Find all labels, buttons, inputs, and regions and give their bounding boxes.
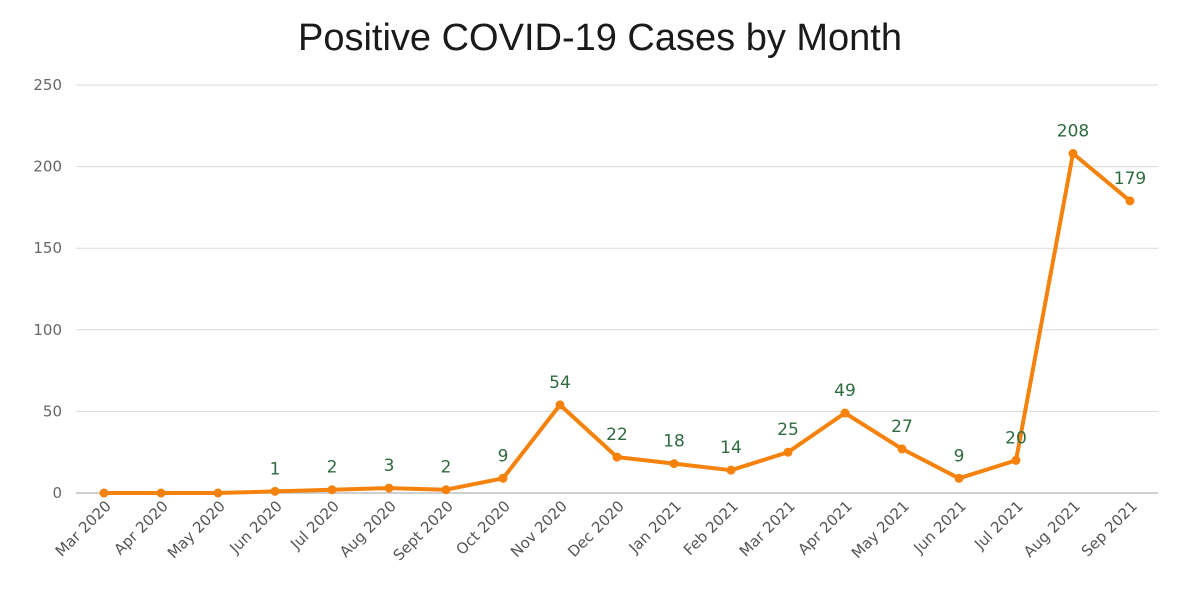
data-point [327, 485, 337, 495]
data-point [498, 473, 508, 483]
chart-title: Positive COVID-19 Cases by Month [298, 17, 902, 59]
data-point [99, 488, 109, 498]
data-point [213, 488, 223, 498]
data-label: 2 [441, 458, 452, 478]
data-label: 208 [1057, 122, 1089, 142]
data-label: 20 [1005, 428, 1027, 448]
x-tick-label: Feb 2021 [680, 497, 742, 559]
data-point [1125, 196, 1135, 206]
data-label: 14 [720, 438, 742, 458]
data-label: 9 [498, 446, 509, 466]
data-point [726, 465, 736, 475]
data-point [441, 485, 451, 495]
x-tick-label: Jun 2021 [909, 497, 969, 557]
data-point [384, 483, 394, 493]
data-labels: 1 2 3 2 9 54 22 18 14 25 49 27 9 20 208 179 [270, 122, 1147, 480]
x-tick-label: Mar 2020 [52, 497, 115, 560]
x-tick-label: Mar 2021 [736, 497, 799, 560]
data-label: 18 [663, 432, 685, 452]
x-tick-label: May 2021 [848, 497, 913, 562]
data-point [1011, 455, 1021, 465]
y-tick-label: 200 [33, 158, 62, 176]
data-label: 22 [606, 425, 628, 445]
x-tick-label: Sep 2021 [1078, 497, 1141, 560]
data-point [555, 400, 565, 410]
x-tick-label: Jan 2021 [625, 497, 685, 557]
data-point [783, 447, 793, 457]
data-label: 1 [270, 459, 281, 479]
grid-lines [76, 84, 1158, 494]
x-tick-label: Jul 2020 [286, 497, 343, 554]
data-label: 25 [777, 420, 799, 440]
data-point [612, 452, 622, 462]
data-point [270, 486, 280, 496]
y-tick-label: 50 [43, 402, 62, 420]
data-label: 49 [834, 381, 856, 401]
y-tick-label: 0 [52, 484, 62, 502]
x-tick-label: Nov 2020 [507, 497, 571, 561]
data-label: 9 [954, 446, 965, 466]
x-tick-label: Aug 2021 [1020, 497, 1084, 561]
y-axis-ticks: 0 50 100 150 200 250 [33, 76, 62, 502]
x-tick-label: Dec 2020 [564, 497, 628, 561]
data-point [669, 459, 679, 469]
data-label: 3 [384, 456, 395, 476]
data-label: 27 [891, 417, 913, 437]
x-tick-label: May 2020 [164, 497, 229, 562]
x-tick-label: Jun 2020 [225, 497, 285, 557]
data-point [1068, 149, 1078, 159]
data-point [840, 408, 850, 418]
data-point [897, 444, 907, 454]
y-tick-label: 250 [33, 76, 62, 94]
data-point [954, 473, 964, 483]
x-tick-label: Jul 2021 [970, 497, 1027, 554]
x-tick-label: Oct 2020 [452, 497, 513, 558]
x-tick-label: Sept 2020 [390, 497, 457, 564]
data-point [156, 488, 166, 498]
data-points [99, 149, 1135, 498]
y-tick-label: 100 [33, 321, 62, 339]
data-label: 179 [1114, 169, 1146, 189]
data-label: 54 [549, 373, 571, 393]
y-tick-label: 150 [33, 239, 62, 257]
data-label: 2 [327, 458, 338, 478]
